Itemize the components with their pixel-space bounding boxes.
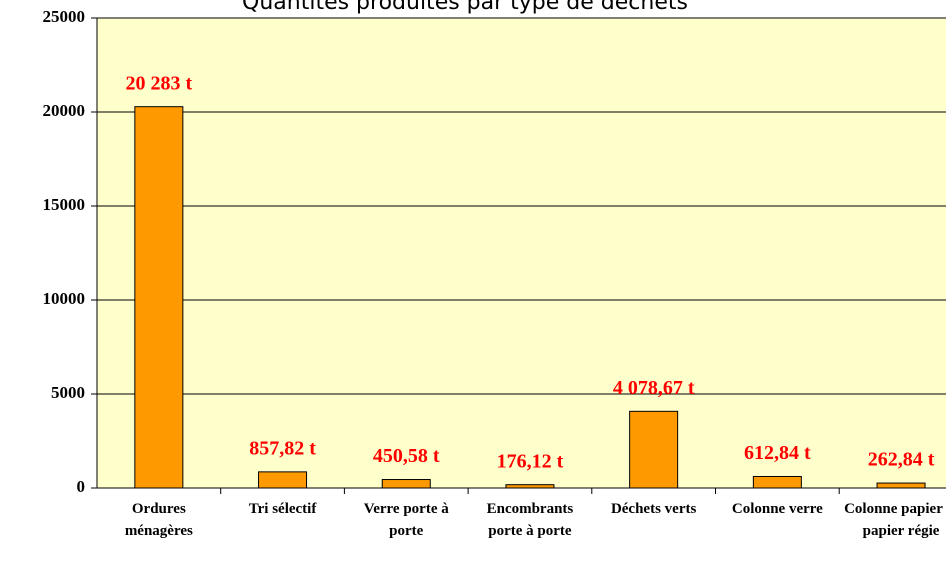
plot-area — [97, 18, 946, 488]
bar — [505, 484, 555, 489]
bar — [134, 106, 184, 489]
bar — [752, 475, 802, 489]
y-tick-label: 0 — [77, 477, 86, 496]
y-tick-label: 5000 — [51, 383, 85, 402]
y-tick-label: 15000 — [43, 195, 86, 214]
x-tick-label: Tri sélectif — [248, 501, 317, 517]
x-tick-label: Ordures ménagères — [124, 501, 193, 539]
bar — [258, 471, 308, 489]
x-tick-label: Déchets verts — [610, 501, 697, 517]
x-tick-label: Colonne papier et papier régie — [844, 501, 946, 539]
bar — [381, 479, 431, 489]
bar — [876, 482, 926, 489]
y-tick-label: 10000 — [43, 289, 86, 308]
x-tick-label: Encombrants porte à porte — [486, 501, 574, 539]
value-label: 612,84 t — [744, 442, 811, 464]
x-tick-label: Colonne verre — [731, 501, 823, 517]
value-label: 262,84 t — [868, 449, 935, 471]
x-tick-label: Verre porte à porte — [363, 501, 449, 539]
value-label: 857,82 t — [249, 437, 316, 459]
value-label: 450,58 t — [373, 445, 440, 467]
bar — [629, 410, 679, 489]
value-label: 4 078,67 t — [613, 377, 695, 399]
value-label: 176,12 t — [497, 450, 564, 472]
chart-title: Quantités produites par type de déchets — [242, 0, 688, 15]
value-label: 20 283 t — [126, 72, 193, 94]
y-tick-label: 20000 — [43, 101, 86, 120]
y-tick-label: 25000 — [43, 7, 86, 26]
